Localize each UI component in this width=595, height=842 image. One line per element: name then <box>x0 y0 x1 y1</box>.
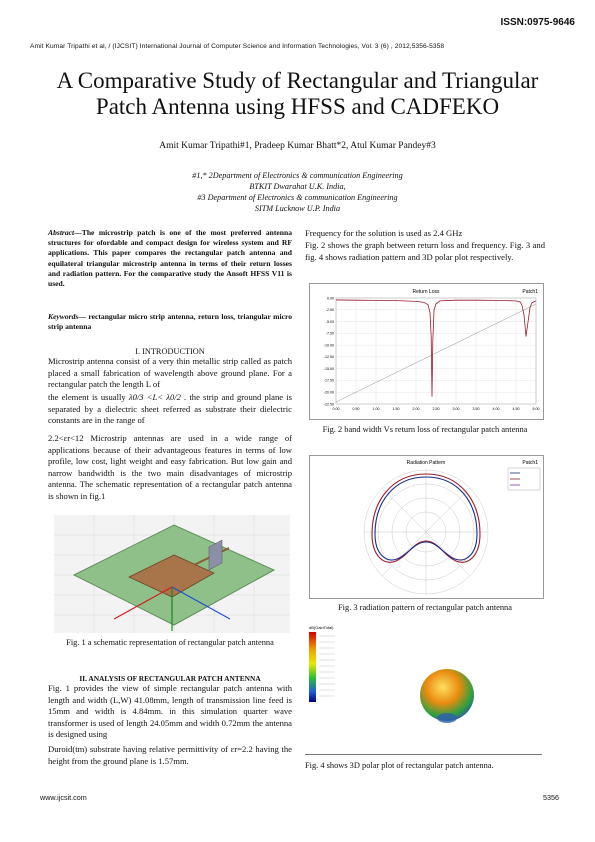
abstract-text: —The microstrip patch is one of the most… <box>48 228 292 289</box>
fig4-caption: Fig. 4 shows 3D polar plot of rectangula… <box>305 761 494 770</box>
rp-plot-title: Radiation Pattern <box>407 460 446 466</box>
rp-legend-box <box>507 467 541 491</box>
pattern-curve-2 <box>374 476 478 561</box>
abstract: Abstract—The microstrip patch is one of … <box>48 228 292 289</box>
intro-text-a: the element is usually <box>48 392 126 402</box>
issn: ISSN:0975-9646 <box>500 17 576 28</box>
fig3-caption: Fig. 3 radiation pattern of rectangular … <box>338 603 512 612</box>
rl-x-tick-label: 2.50 <box>433 407 440 411</box>
rl-y-tick-label: -15.00 <box>324 367 334 371</box>
rl-y-tick-label: -10.00 <box>324 343 334 347</box>
rl-x-tick-label: 0.50 <box>353 407 360 411</box>
pattern-curve-1 <box>371 473 481 563</box>
rl-x-tick-label: 4.00 <box>493 407 500 411</box>
footer-page-number: 5356 <box>543 793 559 802</box>
gain-lobe <box>420 669 474 721</box>
intro-paragraph-3: 2.2<εr<12 Microstrip antennas are used i… <box>48 433 292 501</box>
rl-y-tick-label: -20.00 <box>324 391 334 395</box>
return-loss-curve <box>335 299 537 397</box>
analysis-paragraph-2: Duroid(tm) substrate having relative per… <box>48 744 292 766</box>
colorbar <box>309 632 316 702</box>
fig1-schematic <box>54 515 290 633</box>
rl-y-tick-label: -7.50 <box>326 332 334 336</box>
keywords-label: Keywords <box>48 312 79 321</box>
rl-x-tick-label: 2.00 <box>413 407 420 411</box>
affiliation-3: #3 Department of Electronics & communica… <box>197 193 398 202</box>
intro-heading: I. INTRODUCTION <box>135 347 205 356</box>
rl-x-tick-label: 1.00 <box>373 407 380 411</box>
fig3-radiation-pattern: Radiation Pattern Patch1 <box>309 455 544 599</box>
intro-paragraph-1: Microstrip antenna consist of a very thi… <box>48 356 292 390</box>
lambda-expression: λ0/3 <L< λ0/2 . <box>128 392 187 402</box>
patch <box>128 554 215 598</box>
fig1-caption: Fig. 1 a schematic representation of rec… <box>66 638 274 647</box>
intro-paragraph-2: the element is usually λ0/3 <L< λ0/2 . t… <box>48 392 292 427</box>
analysis-heading: II. ANALYSIS OF RECTANGULAR PATCH ANTENN… <box>79 674 261 683</box>
rl-reference-line <box>335 303 537 403</box>
fig2-return-loss-chart: Return Loss Patch1 0.00 0.50 1.00 1.50 2.00 2… <box>309 283 544 420</box>
rl-y-tick-label: -5.00 <box>326 320 334 324</box>
rl-y-tick-label: -2.50 <box>326 308 334 312</box>
rl-x-tick-label: 4.50 <box>513 407 520 411</box>
intro-text-b: the strip and ground plane is separated … <box>48 392 292 426</box>
rl-y-tick-label: -12.50 <box>324 355 334 359</box>
running-header: Amit Kumar Tripathi et al, / (IJCSIT) In… <box>30 43 445 50</box>
abstract-label: Abstract <box>48 228 75 237</box>
fig4-3d-polar-plot: dB(GainTotal) <box>305 622 542 755</box>
fig4-plot-title: dB(GainTotal) <box>309 625 334 630</box>
port <box>208 539 223 571</box>
paper-title: A Comparative Study of Rectangular and T… <box>56 68 539 119</box>
fig1-svg <box>54 515 290 633</box>
rl-y-tick-label: -22.50 <box>324 402 334 406</box>
rl-x-tick-label: 3.50 <box>473 407 480 411</box>
polar3d-svg: dB(GainTotal) <box>309 625 474 723</box>
affiliation-1: #1,* 2Department of Electronics & commun… <box>192 171 403 180</box>
radiation-svg: Radiation Pattern Patch1 <box>363 460 541 595</box>
keywords-text: — rectangular micro strip antenna, retur… <box>48 312 292 332</box>
rl-x-tick-label: 0.00 <box>333 407 340 411</box>
analysis-paragraph-1: Fig. 1 provides the view of simple recta… <box>48 683 292 740</box>
right-paragraph-1: Frequency for the solution is used as 2.… <box>305 228 463 238</box>
rp-corner-label: Patch1 <box>522 460 538 466</box>
fig2-caption: Fig. 2 band width Vs return loss of rect… <box>322 425 528 434</box>
affiliation-2: BTKIT Dwarahat U.K. India, <box>249 182 346 191</box>
rl-corner-label: Patch1 <box>522 289 538 295</box>
authors: Amit Kumar Tripathi#1, Pradeep Kumar Bha… <box>159 141 436 151</box>
rl-x-tick-label: 3.00 <box>453 407 460 411</box>
right-paragraph-2: Fig. 2 shows the graph between return lo… <box>305 240 545 262</box>
rl-x-tick-label: 1.50 <box>393 407 400 411</box>
rl-plot-title: Return Loss <box>413 289 440 295</box>
affiliation-4: SITM Lucknow U.P. India <box>254 204 341 213</box>
keywords: Keywords— rectangular micro strip antenn… <box>48 312 292 332</box>
rl-x-tick-label: 5.00 <box>533 407 540 411</box>
rl-y-tick-label: -17.50 <box>324 379 334 383</box>
footer-site: www.ijcsit.com <box>40 793 87 802</box>
return-loss-svg: Return Loss Patch1 0.00 0.50 1.00 1.50 2.00 2… <box>324 289 540 411</box>
rl-y-tick-label: 0.00 <box>327 296 334 300</box>
